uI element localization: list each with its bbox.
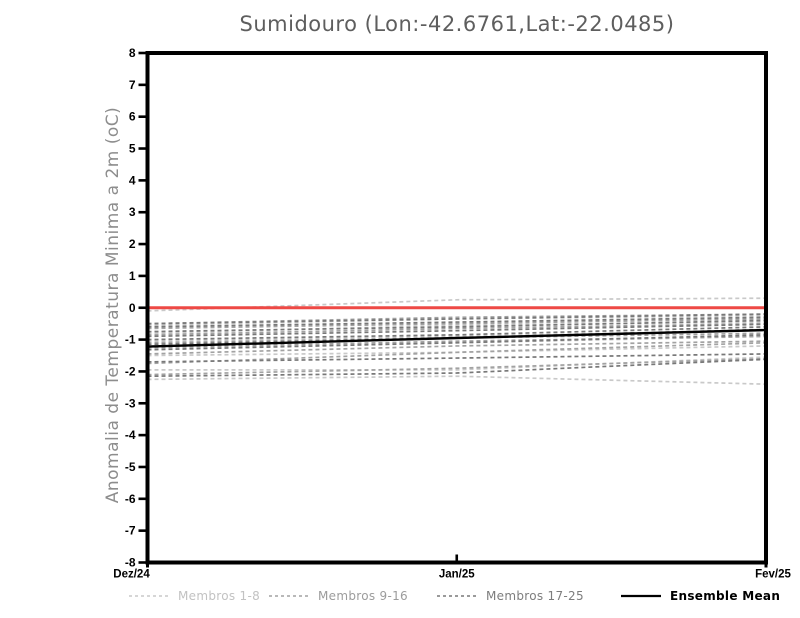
y-tick-label: -4 — [125, 428, 136, 442]
y-tick-label: 7 — [129, 78, 136, 92]
x-tick-label: Fev/25 — [755, 569, 791, 581]
member-25-line — [147, 358, 767, 378]
y-tick-label: -5 — [125, 460, 136, 474]
member-10-line — [147, 318, 767, 330]
ensemble-mean-line — [147, 328, 767, 348]
member-01-line — [147, 297, 767, 312]
x-tick-label: Jan/25 — [439, 569, 475, 581]
member-03-line — [147, 321, 767, 335]
member-14-line — [147, 340, 767, 355]
y-tick-label: 6 — [129, 110, 136, 124]
member-08-line — [147, 375, 767, 386]
y-tick-label: 1 — [129, 269, 136, 283]
member-13-line — [147, 335, 767, 349]
y-tick-label: -7 — [125, 524, 136, 538]
y-tick-label: -8 — [125, 556, 136, 570]
member-07-line — [147, 356, 767, 371]
member-16-line — [147, 357, 767, 376]
member-15-line — [147, 341, 767, 365]
member-17-line — [147, 313, 767, 325]
member-11-line — [147, 322, 767, 336]
member-20-line — [147, 323, 767, 338]
legend-item-membros-17-25: Membros 17-25 — [436, 586, 584, 606]
y-tick-label: 4 — [129, 173, 136, 187]
y-tick-label: -6 — [125, 492, 136, 506]
legend-item-membros-1-8: Membros 1-8 — [128, 586, 260, 606]
y-tick-label: 0 — [129, 301, 136, 315]
y-tick-label: 2 — [129, 237, 136, 251]
chart-title: Sumidouro (Lon:-42.6761,Lat:-22.0485) — [239, 12, 675, 36]
legend-item-membros-9-16: Membros 9-16 — [268, 586, 408, 606]
member-18-line — [147, 316, 767, 328]
member-23-line — [147, 333, 767, 351]
member-09-line — [147, 313, 767, 325]
legend-label: Membros 9-16 — [318, 589, 408, 603]
y-tick-label: 3 — [129, 205, 136, 219]
legend-line-sample-dashed — [437, 595, 477, 597]
legend-line-sample-solid — [621, 594, 661, 598]
member-04-line — [147, 329, 767, 343]
legend-item-ensemble-mean: Ensemble Mean — [620, 586, 780, 606]
member-19-line — [147, 319, 767, 333]
legend-label: Membros 1-8 — [178, 589, 261, 603]
legend-label: Ensemble Mean — [670, 589, 781, 603]
y-tick-label: -2 — [125, 364, 136, 378]
legend: Membros 1-8 Membros 9-16 Membros 17-25 E… — [0, 586, 800, 610]
legend-label: Membros 17-25 — [486, 589, 584, 603]
y-tick-label: -1 — [125, 333, 136, 347]
y-tick-label: 5 — [129, 142, 136, 156]
legend-line-sample-dashed — [269, 595, 309, 597]
x-tick-label: Dez/24 — [113, 569, 150, 581]
legend-line-sample-dashed — [129, 595, 169, 597]
member-21-line — [147, 326, 767, 341]
member-24-line — [147, 353, 767, 363]
y-tick-label: 8 — [129, 46, 136, 60]
y-tick-label: -3 — [125, 396, 136, 410]
